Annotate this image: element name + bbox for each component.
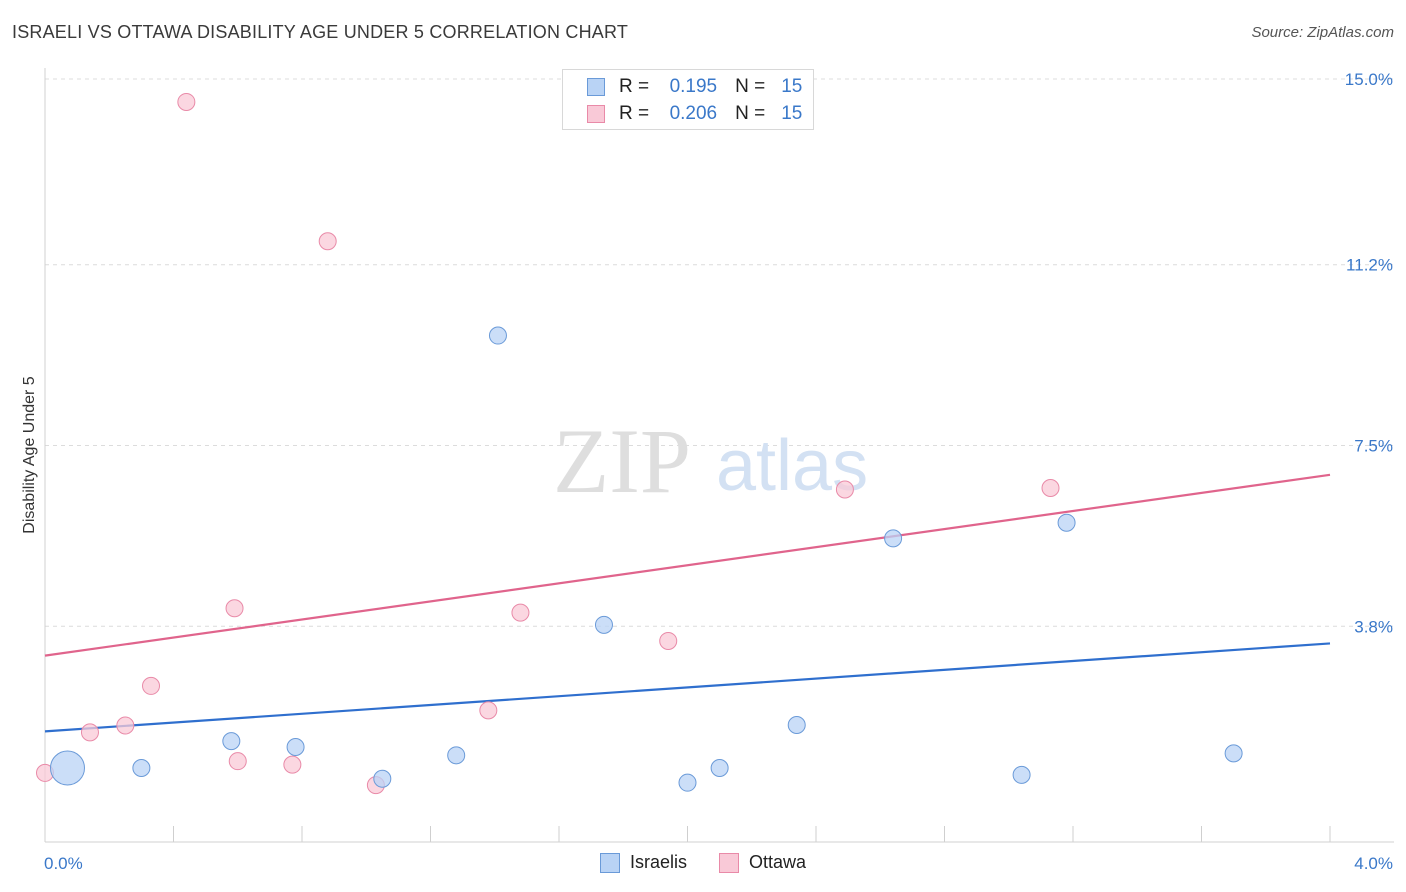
ottawa-point[interactable] [116, 716, 135, 735]
series-legend-israelis[interactable]: Israelis [599, 852, 687, 873]
israelis-point[interactable] [678, 773, 697, 792]
ottawa-point[interactable] [225, 599, 244, 618]
legend-r-value: 0.195 [669, 76, 718, 97]
axis-layer [44, 68, 1394, 843]
watermark: ZIP atlas [553, 410, 868, 512]
ottawa-point[interactable] [318, 232, 337, 251]
source-credit: Source: ZipAtlas.com [1251, 24, 1394, 41]
legend-n-value: 15 [781, 76, 803, 97]
ottawa-trend-line [44, 473, 1331, 657]
x-tick-label-min: 0.0% [44, 854, 83, 873]
series-legend: Israelis Ottawa [0, 852, 1406, 873]
tick-label-layer: 3.8% 7.5% 11.2% 15.0% 0.0% 4.0% [44, 70, 1393, 873]
ottawa-point[interactable] [1041, 479, 1060, 498]
israelis-point[interactable] [710, 759, 729, 778]
israelis-legend-swatch [599, 852, 620, 873]
israelis-point[interactable] [787, 716, 806, 735]
israelis-swatch [587, 78, 605, 96]
series-legend-ottawa[interactable]: Ottawa [718, 852, 807, 873]
legend-r-value: 0.206 [669, 103, 718, 124]
ottawa-point[interactable] [80, 723, 99, 742]
legend-n-label: N = [735, 76, 766, 97]
x-tick-label-max: 4.0% [1354, 854, 1393, 873]
ottawa-point[interactable] [511, 603, 530, 622]
ottawa-point[interactable] [177, 92, 196, 111]
point-layer [36, 92, 1243, 795]
israelis-point[interactable] [594, 615, 613, 634]
israelis-point[interactable] [1057, 513, 1076, 532]
y-tick-label: 7.5% [1354, 437, 1393, 456]
ottawa-point[interactable] [659, 631, 678, 650]
ottawa-point[interactable] [479, 701, 498, 720]
israelis-point[interactable] [132, 759, 151, 778]
legend-r-label: R = [619, 76, 650, 97]
watermark-zip: ZIP [553, 410, 691, 512]
israelis-point[interactable] [488, 326, 507, 345]
legend-row-israelis: R = 0.195 N = 15 [587, 75, 802, 99]
y-tick-label: 3.8% [1354, 617, 1393, 636]
ottawa-point[interactable] [283, 755, 302, 774]
legend-n-value: 15 [781, 103, 803, 124]
legend-r-label: R = [619, 103, 650, 124]
israelis-point[interactable] [49, 750, 85, 786]
israelis-point[interactable] [286, 738, 305, 757]
chart-title: ISRAELI VS OTTAWA DISABILITY AGE UNDER 5… [12, 22, 629, 42]
israelis-point[interactable] [1012, 765, 1031, 784]
trend-layer [44, 473, 1331, 733]
ottawa-point[interactable] [142, 676, 161, 695]
legend-n-label: N = [735, 103, 766, 124]
israelis-point[interactable] [373, 769, 392, 788]
ottawa-legend-label: Ottawa [748, 852, 807, 872]
ottawa-swatch [587, 105, 605, 123]
israelis-trend-line [44, 642, 1331, 733]
israelis-point[interactable] [222, 732, 241, 751]
ottawa-legend-swatch [718, 852, 739, 873]
israelis-legend-label: Israelis [629, 852, 687, 872]
ottawa-point[interactable] [835, 480, 854, 499]
y-tick-label: 11.2% [1346, 256, 1393, 275]
israelis-point[interactable] [884, 529, 903, 548]
ottawa-point[interactable] [228, 752, 247, 771]
legend-row-ottawa: R = 0.206 N = 15 [587, 102, 802, 126]
israelis-point[interactable] [447, 746, 466, 765]
y-tick-label: 15.0% [1345, 70, 1393, 89]
israelis-point[interactable] [1224, 744, 1243, 763]
y-axis-label: Disability Age Under 5 [21, 376, 38, 534]
correlation-legend: R = 0.195 N = 15 R = 0.206 N = 15 [562, 69, 814, 130]
